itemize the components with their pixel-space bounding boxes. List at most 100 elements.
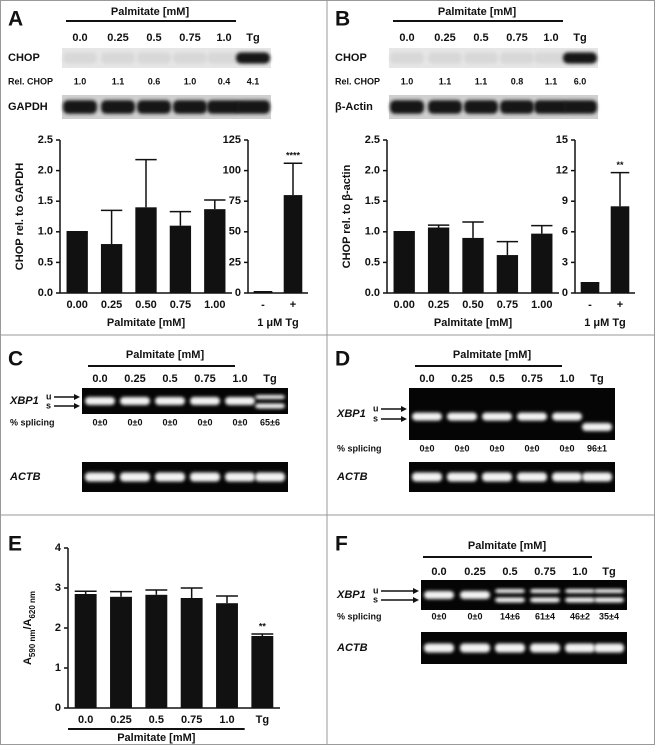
blot-header: Palmitate [mM]	[438, 6, 517, 18]
lane-label: 0.75	[506, 32, 527, 44]
band-marker: u	[373, 403, 379, 413]
gel-band	[482, 412, 512, 421]
x-tick-label: 0.0	[78, 714, 93, 726]
row-label: Rel. CHOP	[335, 76, 380, 86]
x-tick-label: 0.75	[170, 299, 191, 311]
x-tick-label: +	[617, 299, 623, 311]
row-value: 0±0	[233, 417, 248, 427]
band-marker: u	[46, 391, 52, 401]
blot-band	[390, 100, 424, 114]
y-tick-label: 1.0	[38, 226, 53, 238]
x-tick-label: 0.00	[393, 299, 414, 311]
row-value: 0±0	[468, 611, 483, 621]
y-tick-label: 2.5	[38, 134, 53, 146]
x-axis-label: 1 μM Tg	[584, 317, 626, 329]
gel-band	[495, 597, 525, 603]
y-tick-label: 0.0	[38, 287, 53, 299]
row-value: 61±4	[535, 611, 555, 621]
annotation: **	[259, 621, 267, 631]
gel-strip	[421, 580, 627, 610]
row-value: 0±0	[198, 417, 213, 427]
x-tick-label: 0.50	[135, 299, 156, 311]
lane-label: 0.0	[72, 32, 87, 44]
y-tick-label: 1.5	[38, 195, 53, 207]
blot-band	[464, 52, 498, 64]
annotation: ****	[286, 151, 301, 161]
gel-band	[155, 472, 185, 482]
gel-band	[552, 472, 582, 482]
blot-header: Palmitate [mM]	[468, 540, 547, 552]
blot-band	[236, 52, 270, 64]
y-tick-label: 1.5	[365, 195, 380, 207]
lane-label: Tg	[246, 32, 259, 44]
bar	[393, 231, 415, 293]
row-value: 1.1	[545, 76, 558, 86]
row-value: 1.0	[184, 76, 197, 86]
gel-band	[565, 643, 595, 653]
lane-label: 0.5	[162, 373, 177, 385]
gel-band	[447, 472, 477, 482]
row-value: 6.0	[574, 76, 587, 86]
gel-band	[582, 423, 612, 431]
lane-label: Tg	[602, 566, 615, 578]
bar	[610, 206, 630, 293]
row-value: 14±6	[500, 611, 520, 621]
band-marker: s	[46, 400, 51, 410]
blot-band	[236, 100, 270, 114]
bar	[462, 237, 484, 293]
blot-band	[563, 52, 597, 64]
lane-label: 0.25	[464, 566, 485, 578]
blot-band	[500, 100, 534, 114]
gel-band	[517, 472, 547, 482]
x-tick-label: 0.5	[149, 714, 164, 726]
y-tick-label: 1.0	[365, 226, 380, 238]
gel-band	[225, 397, 255, 405]
x-tick-label: Tg	[256, 714, 269, 726]
row-label: ACTB	[336, 471, 368, 483]
x-tick-label: 0.25	[101, 299, 122, 311]
x-tick-label: 0.75	[181, 714, 202, 726]
blot-band	[173, 52, 207, 64]
y-tick-label: 2	[55, 622, 61, 634]
blot-band	[534, 100, 568, 114]
row-value: 0.8	[511, 76, 524, 86]
bar	[496, 255, 519, 293]
row-label: XBP1	[336, 408, 366, 420]
row-label: % splicing	[337, 611, 382, 621]
lane-label: 1.0	[559, 373, 574, 385]
blot-band	[63, 52, 97, 64]
lane-label: 0.25	[434, 32, 455, 44]
gel-band	[565, 597, 595, 603]
row-label: GAPDH	[8, 101, 48, 113]
y-tick-label: 0	[562, 287, 568, 299]
bar	[283, 195, 303, 293]
row-value: 0±0	[525, 443, 540, 453]
row-value: 96±1	[587, 443, 607, 453]
y-tick-label: 125	[223, 134, 241, 146]
row-label: XBP1	[336, 589, 366, 601]
row-value: 0±0	[420, 443, 435, 453]
y-tick-label: 3	[55, 582, 61, 594]
bar	[66, 231, 88, 293]
row-label: CHOP	[8, 52, 40, 64]
panel-label: D	[335, 348, 350, 371]
gel-band	[190, 472, 220, 482]
blot-band	[137, 52, 171, 64]
y-tick-label: 4	[55, 542, 62, 554]
bar	[145, 594, 168, 708]
gel-band	[482, 472, 512, 482]
x-tick-label: 0.50	[462, 299, 483, 311]
gel-band	[424, 591, 454, 599]
lane-label: 0.75	[179, 32, 200, 44]
lane-label: 0.5	[489, 373, 504, 385]
gel-band	[412, 412, 442, 421]
bar	[180, 598, 203, 708]
y-tick-label: 0.0	[365, 287, 380, 299]
lane-label: Tg	[590, 373, 603, 385]
bar	[100, 244, 123, 293]
y-tick-label: 3	[562, 256, 568, 268]
gel-band	[155, 397, 185, 405]
bar	[531, 233, 553, 293]
y-tick-label: 0.5	[38, 256, 53, 268]
row-value: 65±6	[260, 417, 280, 427]
